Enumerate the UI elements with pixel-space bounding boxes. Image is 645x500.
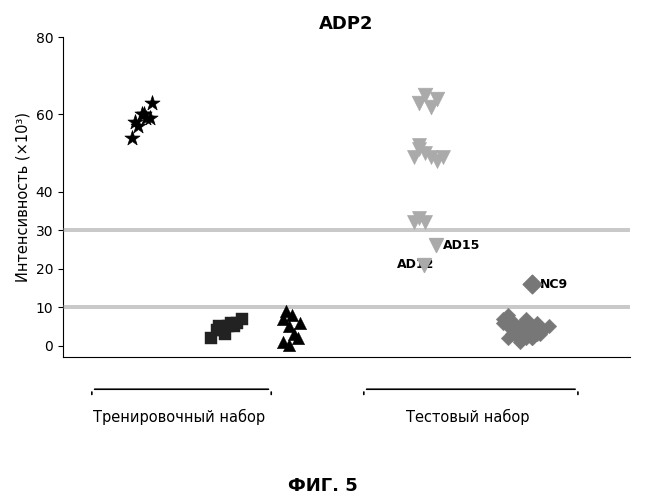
Point	[532, 330, 542, 338]
Point	[206, 334, 216, 342]
Point	[532, 318, 542, 326]
Point	[281, 307, 292, 315]
Point	[426, 153, 436, 161]
Point	[509, 330, 519, 338]
Point	[526, 334, 537, 342]
Text: Тестовый набор: Тестовый набор	[406, 408, 530, 424]
Point	[426, 102, 436, 110]
Point	[544, 322, 554, 330]
Point	[432, 95, 442, 103]
Point	[226, 318, 236, 326]
Text: ФИГ. 5: ФИГ. 5	[288, 477, 357, 495]
Point	[521, 314, 531, 322]
Point	[497, 314, 508, 322]
Point	[521, 334, 531, 342]
Point	[420, 218, 430, 226]
Point	[295, 318, 305, 326]
Point	[497, 318, 508, 326]
Point	[535, 330, 545, 338]
Point	[223, 322, 233, 330]
Point	[127, 134, 137, 141]
Point	[437, 153, 448, 161]
Point	[420, 149, 430, 157]
Point	[513, 326, 523, 334]
Point	[139, 110, 149, 118]
Point	[408, 218, 419, 226]
Point	[519, 322, 529, 330]
Point	[408, 153, 419, 161]
Point	[237, 314, 248, 322]
Point	[526, 280, 537, 288]
Point	[214, 322, 224, 330]
Point	[538, 326, 548, 334]
Point	[147, 99, 157, 107]
Point	[515, 334, 525, 342]
Point	[289, 330, 299, 338]
Point	[130, 118, 140, 126]
Point	[524, 318, 535, 326]
Point	[507, 330, 517, 338]
Point	[217, 326, 228, 334]
Point	[283, 340, 293, 348]
Point	[432, 156, 442, 164]
Point	[503, 334, 513, 342]
Point	[419, 260, 429, 268]
Point	[526, 322, 537, 330]
Point	[133, 122, 143, 130]
Point	[515, 322, 525, 330]
Point	[519, 330, 529, 338]
Point	[414, 99, 424, 107]
Point	[144, 114, 155, 122]
Point	[414, 214, 424, 222]
Point	[220, 330, 230, 338]
Point	[430, 242, 441, 250]
Point	[503, 311, 513, 319]
Point	[293, 334, 303, 342]
Text: AD12: AD12	[397, 258, 435, 271]
Point	[229, 322, 239, 330]
Point	[536, 326, 546, 334]
Text: Тренировочный набор: Тренировочный набор	[93, 408, 264, 424]
Point	[277, 314, 288, 322]
Point	[526, 334, 537, 342]
Point	[414, 145, 424, 153]
Point	[212, 326, 222, 334]
Text: NC9: NC9	[540, 278, 568, 290]
Text: AD15: AD15	[442, 239, 480, 252]
Point	[509, 326, 519, 334]
Point	[521, 330, 531, 338]
Point	[515, 338, 525, 346]
Point	[530, 322, 541, 330]
Point	[141, 114, 152, 122]
Point	[503, 322, 513, 330]
Point	[137, 110, 147, 118]
Point	[414, 142, 424, 150]
Point	[232, 318, 242, 326]
Point	[509, 318, 519, 326]
Point	[287, 311, 297, 319]
Point	[420, 91, 430, 99]
Y-axis label: Интенсивность (×10³): Интенсивность (×10³)	[15, 112, 30, 282]
Title: ADP2: ADP2	[319, 15, 373, 33]
Point	[277, 338, 288, 346]
Point	[283, 322, 293, 330]
